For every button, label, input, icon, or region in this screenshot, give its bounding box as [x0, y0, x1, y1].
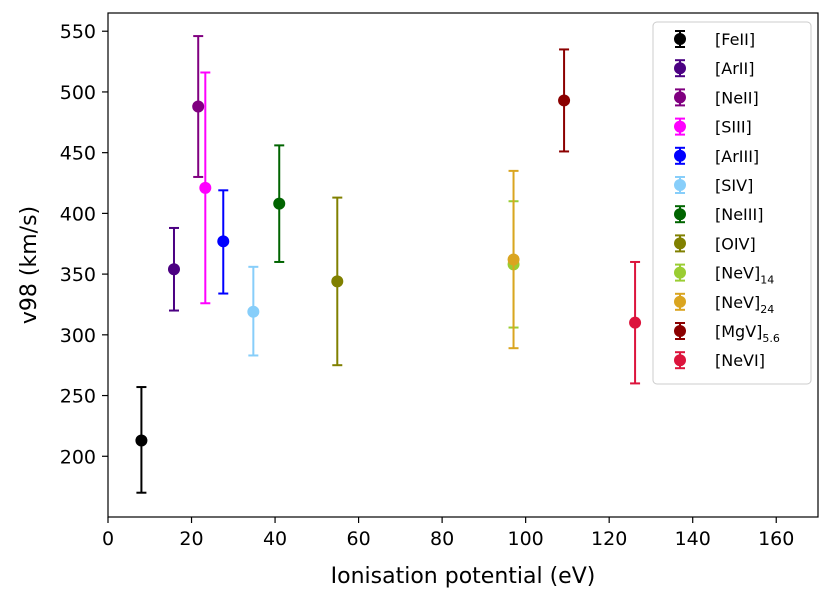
- x-tick-label: 40: [263, 528, 287, 550]
- legend-marker: [674, 179, 686, 191]
- axis-ticks: 0 20 40 60 80 100 120 140 160 200 250 300 350 400 450 5…: [60, 21, 795, 550]
- legend-entry-9: [NeV]14: [674, 263, 774, 287]
- marker: [199, 181, 212, 194]
- x-tick-label: 60: [346, 528, 370, 550]
- legend-entry-11: [MgV]5.6: [674, 322, 780, 345]
- legend-label: [NeV]14: [715, 264, 774, 287]
- data-point-6: [247, 265, 260, 357]
- legend-entry-3: [NeII]: [674, 88, 759, 107]
- legend-label: [NeVI]: [715, 351, 765, 370]
- legend: [FeII] [ArII] [NeII] [SIII] [ArIII] [SIV] [NeI…: [652, 21, 812, 385]
- x-axis-label: Ionisation potential (eV): [331, 564, 596, 589]
- y-tick-label: 450: [60, 143, 96, 165]
- marker: [217, 235, 230, 248]
- y-tick-label: 400: [60, 203, 96, 225]
- legend-entry-4: [SIII]: [674, 117, 752, 137]
- data-point-3: [192, 35, 205, 178]
- legend-marker: [674, 62, 686, 75]
- x-tick-label: 80: [430, 528, 454, 550]
- plot-frame: [107, 12, 819, 518]
- legend-marker: [674, 149, 686, 162]
- data-point-8: [331, 196, 344, 367]
- data-points: [135, 35, 642, 494]
- legend-entry-5: [ArIII]: [674, 146, 759, 166]
- legend-label: [MgV]5.6: [715, 322, 780, 345]
- marker: [247, 305, 260, 318]
- data-point-5: [217, 189, 230, 295]
- data-point-2: [167, 226, 180, 312]
- marker: [558, 94, 571, 107]
- legend-marker: [674, 325, 686, 337]
- legend-marker: [674, 266, 686, 279]
- legend-marker: [674, 295, 686, 308]
- legend-entry-1: [FeII]: [674, 30, 755, 49]
- marker: [135, 434, 148, 447]
- marker: [192, 100, 205, 113]
- legend-label: [SIV]: [715, 176, 753, 195]
- legend-entry-12: [NeVI]: [674, 351, 765, 370]
- data-point-12: [629, 260, 642, 385]
- y-tick-label: 250: [60, 386, 96, 408]
- x-tick-label: 20: [179, 528, 203, 550]
- data-point-11: [558, 48, 571, 153]
- legend-entry-10: [NeV]24: [674, 292, 774, 316]
- legend-marker: [674, 208, 686, 221]
- data-point-7: [273, 144, 286, 263]
- legend-marker: [674, 33, 686, 45]
- legend-entry-6: [SIV]: [674, 176, 753, 195]
- marker: [273, 197, 286, 210]
- marker: [331, 275, 344, 288]
- y-tick-label: 350: [60, 264, 96, 286]
- legend-label: [NeV]24: [715, 293, 774, 316]
- marker: [507, 253, 520, 266]
- legend-marker: [674, 237, 686, 250]
- marker: [167, 263, 180, 276]
- legend-label: [NeIII]: [715, 205, 763, 224]
- legend-label: [OIV]: [715, 234, 756, 253]
- data-point-1: [135, 386, 148, 494]
- legend-entry-2: [ArII]: [674, 59, 754, 78]
- legend-label: [SIII]: [715, 118, 752, 137]
- y-tick-label: 550: [60, 21, 96, 43]
- x-tick-label: 140: [675, 528, 711, 550]
- x-tick-label: 100: [508, 528, 544, 550]
- legend-marker: [674, 120, 686, 133]
- legend-label: [FeII]: [715, 30, 755, 49]
- data-point-10: [507, 169, 520, 350]
- legend-label: [ArIII]: [715, 147, 759, 166]
- y-tick-label: 300: [60, 325, 96, 347]
- x-tick-label: 120: [591, 528, 627, 550]
- legend-marker: [674, 354, 686, 367]
- legend-marker: [674, 91, 686, 104]
- legend-entry-8: [OIV]: [674, 234, 756, 253]
- marker: [629, 316, 642, 329]
- data-point-4: [199, 71, 212, 305]
- legend-label: [NeII]: [715, 88, 759, 107]
- y-tick-label: 500: [60, 82, 96, 104]
- legend-label: [ArII]: [715, 59, 754, 78]
- y-axis-label: v98 (km/s): [17, 206, 42, 324]
- legend-box: [652, 21, 812, 385]
- y-tick-label: 200: [60, 446, 96, 468]
- legend-entry-7: [NeIII]: [674, 205, 763, 224]
- x-tick-label: 160: [758, 528, 794, 550]
- x-tick-label: 0: [102, 528, 114, 550]
